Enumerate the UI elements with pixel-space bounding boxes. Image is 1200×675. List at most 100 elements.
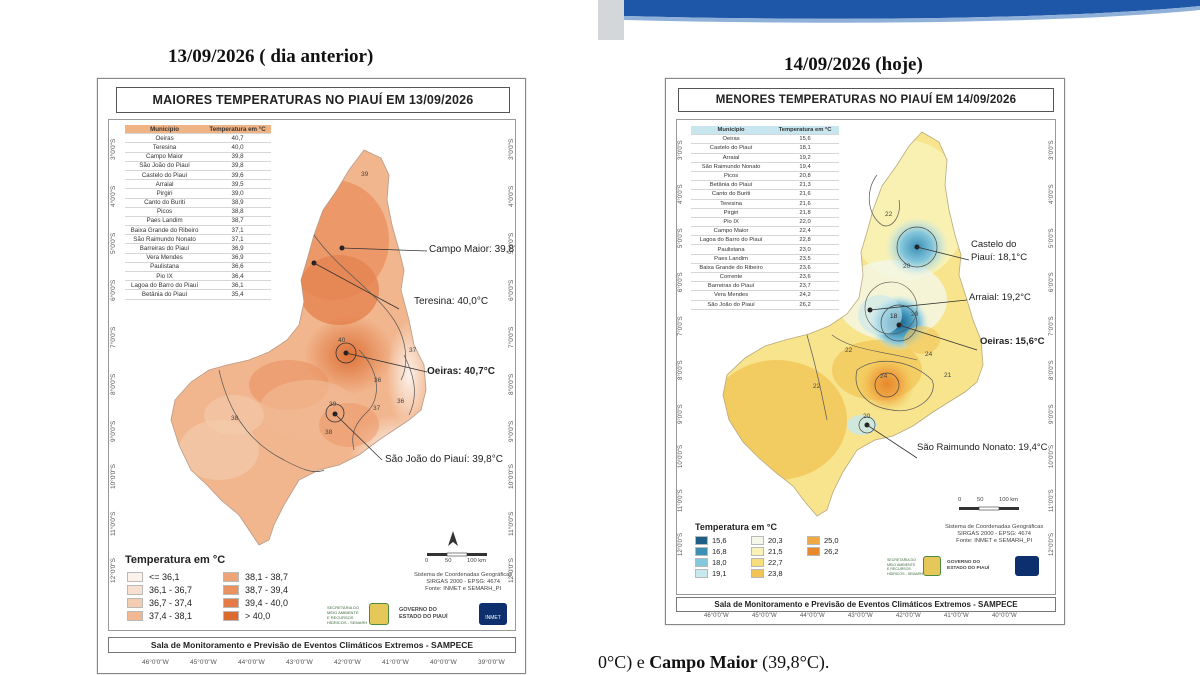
left-date-header: 13/09/2026 ( dia anterior) (168, 46, 374, 67)
legend-swatch (751, 547, 764, 556)
longitude-label: 44°0'0"W (800, 613, 825, 619)
right-scale-label: 0 (958, 497, 962, 503)
callout-sao-joao-do-piaui: São João do Piauí: 39,8°C (385, 454, 503, 465)
temperature-cell: 39,5 (204, 179, 271, 190)
municipality-cell: Picos (125, 207, 205, 217)
table-row: Campo Maior 39,8 (125, 152, 271, 162)
legend-swatch (751, 569, 764, 578)
callout-oeiras: Oeiras: 40,7°C (427, 366, 495, 377)
left-contour-label: 37 (373, 405, 381, 412)
municipality-cell: Lagoa do Barro do Piauí (125, 280, 205, 291)
municipality-cell: Betânia do Piauí (125, 289, 205, 300)
right-scale-bar (959, 506, 1019, 511)
legend-item: 22,7 (751, 558, 783, 567)
left-map-frame: 3°0'0"S 3°0'0"S 4°0'0"S 4°0'0"S 5°0'0"S 5°0'0… (108, 119, 516, 631)
legend-item: 38,7 - 39,4 (223, 585, 288, 595)
longitude-label: 39°0'0"W (478, 659, 505, 666)
right-map-sheet: MENORES TEMPERATURAS NO PIAUÍ EM 14/09/2… (665, 78, 1065, 625)
legend-item: 16,8 (695, 547, 727, 556)
legend-swatch (695, 558, 708, 567)
left-gov-text: GOVERNO DO ESTADO DO PIAUÍ (399, 607, 448, 620)
legend-label: 21,5 (768, 547, 783, 556)
right-scale-label: 50 (977, 497, 984, 503)
table-header: Temperatura em °C (204, 125, 271, 135)
temperature-cell: 38,9 (204, 198, 271, 208)
legend-item: 25,0 (807, 536, 839, 545)
bottom-caption-bold: Campo Maior (649, 652, 758, 672)
longitude-label: 45°0'0"W (190, 659, 217, 666)
right-ranking-table: Município Temperatura em °C Oeiras 15,6 Ca… (691, 126, 839, 310)
table-row: Betânia do Piauí 21,3 (691, 180, 839, 191)
right-contour-label: 22 (845, 347, 853, 354)
legend-label: 18,0 (712, 558, 727, 567)
right-contour-label: 22 (813, 383, 821, 390)
temperature-cell: 24,2 (771, 290, 839, 301)
municipality-cell: Pio IX (691, 217, 772, 228)
legend-swatch (695, 536, 708, 545)
table-row: Baixa Grande do Ribeiro 37,1 (125, 225, 271, 236)
right-contour-label: 20 (911, 311, 919, 318)
table-row: Castelo do Piauí 39,6 (125, 170, 271, 181)
right-temperature-map: 22 20 18 20 24 22 24 22 20 21 (722, 131, 984, 517)
left-contour-label: 39 (361, 171, 369, 178)
legend-label: 38,7 - 39,4 (245, 585, 289, 595)
legend-label: 36,7 - 37,4 (149, 598, 193, 608)
legend-item: 26,2 (807, 547, 839, 556)
legend-item: 38,1 - 38,7 (223, 572, 288, 582)
temperature-cell: 37,1 (204, 234, 271, 245)
municipality-cell: Campo Maior (125, 152, 205, 162)
right-footer: Sala de Monitoramento e Previsão de Even… (676, 597, 1056, 612)
table-row: Pio IX 36,4 (125, 271, 271, 282)
callout-oeiras: Oeiras: 15,6°C (980, 336, 1045, 347)
temperature-cell: 23,5 (771, 254, 839, 264)
temperature-cell: 40,7 (204, 133, 271, 144)
legend-label: 37,4 - 38,1 (149, 611, 193, 621)
legend-swatch (127, 598, 143, 608)
legend-item: 39,4 - 40,0 (223, 598, 288, 608)
legend-label: > 40,0 (245, 611, 271, 621)
table-row: São João do Piauí 26,2 (691, 300, 839, 310)
temperature-cell: 22,8 (771, 235, 839, 246)
temperature-cell: 36,9 (204, 253, 271, 263)
table-row: São Raimundo Nonato 37,1 (125, 234, 271, 245)
temperature-cell: 18,1 (771, 143, 839, 154)
right-state-seal-icon (923, 556, 941, 576)
temperature-cell: 39,0 (204, 188, 271, 199)
right-contour-label: 18 (890, 313, 898, 320)
bottom-caption: 0°C) e Campo Maior (39,8°C). (598, 652, 829, 673)
legend-swatch (807, 536, 820, 545)
legend-item: 20,3 (751, 536, 783, 545)
legend-label: <= 36,1 (149, 572, 180, 582)
bottom-caption-part1: 0°C) e (598, 652, 650, 672)
left-legend-title: Temperatura em °C (125, 554, 226, 566)
municipality-cell: Barreiras do Piauí (125, 243, 205, 254)
right-inmet-logo (1015, 556, 1039, 576)
municipality-cell: Vera Mendes (125, 253, 205, 263)
table-row: Picos 38,8 (125, 207, 271, 217)
longitude-label: 42°0'0"W (334, 659, 361, 666)
legend-label: 19,1 (712, 569, 727, 578)
table-row: Picos 20,8 (691, 171, 839, 182)
legend-swatch (695, 547, 708, 556)
temperature-cell: 36,4 (204, 271, 271, 282)
municipality-cell: Lagoa do Barro do Piauí (691, 235, 772, 246)
municipality-cell: Paes Landim (125, 216, 205, 227)
legend-label: 26,2 (824, 547, 839, 556)
table-row: Pirgiri 39,0 (125, 188, 271, 199)
table-row: Lagoa do Barro do Piauí 36,1 (125, 280, 271, 291)
left-contour-label: 38 (325, 429, 333, 436)
left-inmet-logo: INMET (479, 603, 507, 625)
temperature-cell: 23,6 (771, 263, 839, 274)
left-contour-label: 36 (374, 377, 382, 384)
table-row: Oeiras 40,7 (125, 133, 271, 144)
legend-swatch (127, 572, 143, 582)
left-contour-label: 38 (231, 415, 239, 422)
municipality-cell: Teresina (691, 199, 772, 209)
municipality-cell: Teresina (125, 142, 205, 153)
left-scale-label: 50 (445, 558, 452, 564)
municipality-cell: Vera Mendes (691, 290, 772, 301)
legend-swatch (695, 569, 708, 578)
left-contour-label: 39 (329, 401, 337, 408)
callout-castelo-do-piaui: Castelo do Piauí: 18,1°C (971, 239, 1028, 263)
left-contour-label: 37 (409, 347, 417, 354)
